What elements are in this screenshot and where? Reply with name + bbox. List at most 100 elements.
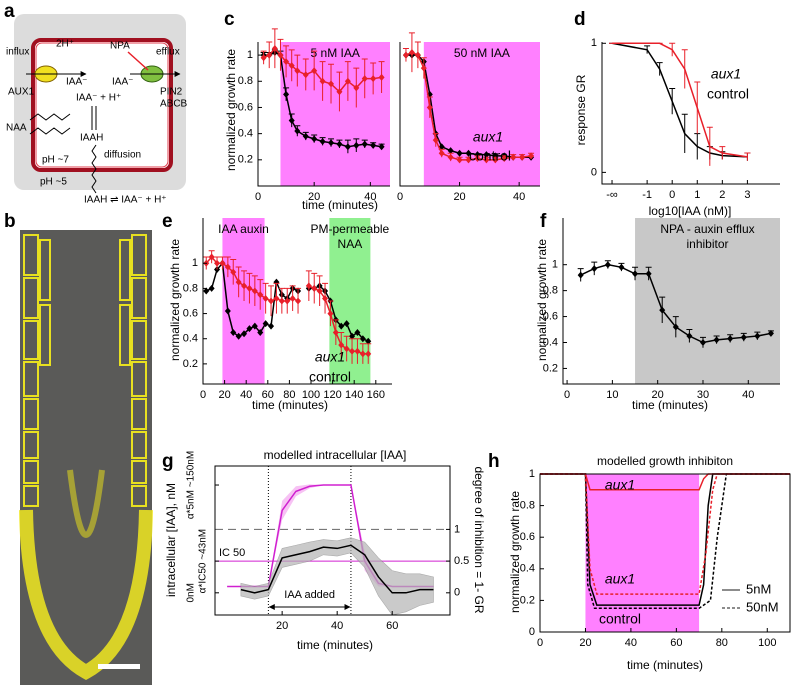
data-point (214, 259, 221, 267)
data-point (208, 284, 215, 292)
label: pH ~5 (40, 177, 67, 188)
annotation: control (707, 86, 749, 102)
data-point (456, 149, 463, 157)
data-point (336, 88, 343, 96)
data-point (284, 297, 291, 305)
error-band (227, 484, 434, 587)
x-tick-label: 30 (697, 389, 709, 401)
highlight (222, 218, 265, 384)
error-bar (744, 152, 751, 161)
data-point (343, 320, 350, 328)
x-tick-label: 0 (669, 189, 675, 201)
data-point (319, 137, 326, 145)
annotation: aux1 (473, 129, 503, 145)
x-tick-label: 120 (323, 389, 341, 401)
label: influx (6, 47, 29, 58)
data-point (465, 149, 472, 157)
data-point (426, 103, 433, 111)
y-tick-label: 0nM (186, 583, 197, 602)
highlight-label: 5 nM IAA (311, 46, 360, 60)
y-tick-label: 0.8 (520, 500, 535, 512)
panel-label: e (162, 211, 173, 232)
annotation: aux1 (605, 477, 635, 493)
data-point (591, 265, 598, 273)
data-point (359, 335, 366, 343)
annotation: control (469, 148, 511, 164)
chart: -∞ -1 0 1 2 3 0 1 log10[IAA (nM)] response GR aux1… (574, 37, 780, 218)
series-line (540, 473, 790, 610)
x-tick-label: 40 (742, 389, 754, 401)
y-axis-label: normalized growth rate (508, 491, 522, 613)
y-tick-label: 1 (247, 49, 253, 61)
x-tick-label: 20 (218, 389, 230, 401)
data-point (241, 330, 248, 338)
data-point (208, 253, 215, 261)
y-tick-label: 0.8 (238, 75, 253, 87)
data-point (354, 347, 361, 355)
y2-tick-label: 0 (454, 587, 460, 599)
annotation: control (309, 369, 351, 385)
data-point (224, 307, 231, 315)
scale-bar (98, 664, 140, 669)
x-tick-label: 20 (276, 620, 288, 632)
error-bar (706, 126, 713, 166)
label: AUX1 (8, 87, 35, 98)
data-point (322, 294, 329, 302)
data-point (354, 328, 361, 336)
x-tick-label: 0 (537, 637, 543, 649)
label: IAAH (80, 133, 103, 144)
label: efflux (156, 47, 180, 58)
x-tick-label: 40 (513, 191, 525, 203)
cell-membrane-inner (35, 42, 169, 168)
annotation: control (599, 611, 641, 627)
y-tick-label: 1 (529, 468, 535, 480)
data-point (408, 48, 415, 56)
x-tick-label: 0 (397, 191, 403, 203)
data-point (277, 51, 284, 59)
chart: IC 50 IAA added 20 40 60 0nM α*IC50 ~43nMα*5nM… (164, 448, 486, 652)
data-point (273, 294, 280, 302)
series-line (540, 473, 790, 595)
x-tick-label: 20 (308, 191, 320, 203)
x-axis-label: time (minutes) (297, 638, 373, 652)
data-point (740, 333, 747, 341)
data-point (754, 332, 761, 340)
data-point (288, 117, 295, 125)
micrograph (19, 230, 153, 685)
x-tick-label: 60 (386, 620, 398, 632)
data-point (336, 140, 343, 148)
y-tick-label: 0.4 (238, 128, 253, 140)
x-tick-label: 0 (255, 191, 261, 203)
data-point (262, 294, 269, 302)
x-tick-label: 3 (744, 189, 750, 201)
naa-arrows (29, 113, 71, 135)
data-point (257, 328, 264, 336)
data-point (438, 149, 445, 157)
error-bar (681, 113, 688, 154)
data-point (519, 153, 526, 161)
x-axis-label: time (minutes) (252, 398, 328, 412)
data-point (328, 80, 335, 88)
x-axis-label: time (minutes) (632, 398, 708, 412)
diffusion-arrow (91, 144, 97, 194)
data-point (501, 155, 508, 163)
series-line (227, 484, 434, 588)
data-point (510, 153, 517, 161)
data-point (344, 77, 351, 85)
y2-tick-label: 1 (454, 523, 460, 535)
panel-label: f (540, 211, 547, 232)
y-tick-label: 0.2 (520, 594, 535, 606)
highlight-label: inhibitor (687, 237, 729, 251)
panel-label: b (4, 211, 16, 232)
data-point (266, 51, 273, 59)
highlight (280, 42, 390, 186)
data-point (378, 73, 385, 81)
data-point (474, 155, 481, 163)
y-tick-label: 1 (591, 37, 597, 49)
panel-label: a (4, 1, 15, 22)
error-bar (681, 49, 688, 89)
data-point (370, 141, 377, 149)
y-tick-label: 0.4 (543, 336, 558, 348)
error-bar (719, 146, 726, 160)
